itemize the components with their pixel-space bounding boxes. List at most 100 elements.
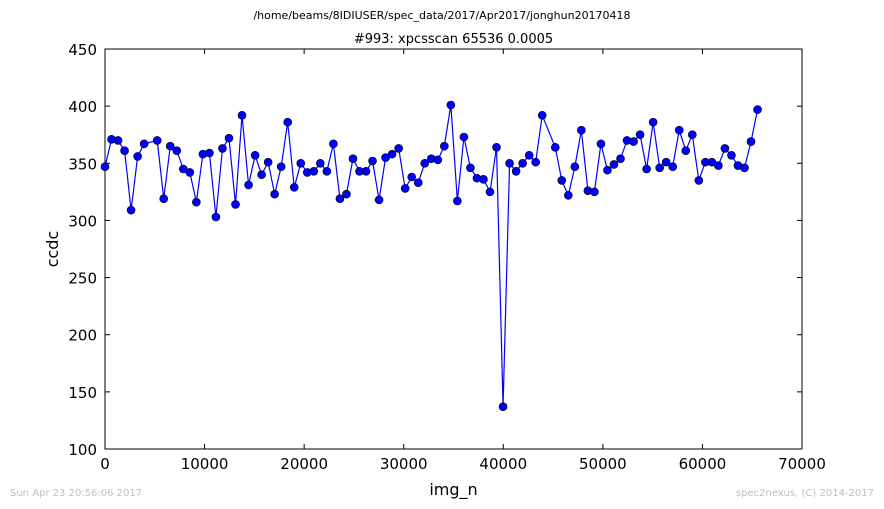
data-point — [348, 154, 358, 164]
data-point — [120, 146, 129, 156]
data-point — [329, 139, 338, 149]
data-point — [263, 157, 273, 167]
data-point — [289, 182, 299, 192]
data-point — [231, 200, 240, 209]
data-point — [316, 158, 325, 168]
data-point — [681, 146, 691, 156]
x-tick-label: 10000 — [181, 455, 229, 473]
data-point — [668, 162, 678, 172]
data-point — [322, 166, 332, 176]
y-tick-label: 100 — [68, 441, 97, 459]
data-point — [374, 195, 384, 205]
data-point — [205, 148, 214, 158]
data-point — [648, 117, 658, 127]
data-point — [635, 130, 645, 140]
data-point — [616, 154, 625, 164]
data-point — [720, 144, 730, 153]
data-point — [224, 133, 234, 143]
data-point — [557, 176, 567, 185]
data-point — [642, 164, 651, 174]
data-point — [152, 136, 162, 145]
data-point — [531, 157, 540, 167]
x-tick-label: 0 — [100, 455, 110, 473]
data-point — [661, 157, 671, 167]
data-point — [577, 125, 586, 135]
x-axis-label: img_n — [429, 480, 477, 500]
data-point — [518, 158, 527, 168]
data-point — [342, 189, 351, 199]
data-point — [511, 166, 521, 176]
data-point — [296, 158, 306, 168]
data-point — [361, 166, 371, 176]
x-tick-label: 40000 — [479, 455, 527, 473]
data-point — [172, 146, 182, 156]
data-point — [276, 162, 286, 172]
data-point — [244, 180, 253, 190]
data-point — [211, 212, 221, 222]
data-point — [309, 166, 319, 176]
data-point — [687, 130, 697, 140]
data-point — [714, 161, 723, 170]
data-point — [165, 141, 175, 151]
y-tick-label: 350 — [68, 155, 97, 173]
y-tick-label: 150 — [68, 384, 97, 402]
data-point — [505, 158, 514, 168]
x-tick-label: 50000 — [579, 455, 627, 473]
data-point — [603, 165, 612, 175]
data-point — [564, 190, 573, 200]
data-point — [537, 110, 547, 120]
data-point — [570, 162, 580, 172]
x-tick-label: 70000 — [778, 455, 826, 473]
y-tick-label: 400 — [68, 98, 97, 116]
data-point — [133, 152, 142, 161]
data-point — [270, 189, 279, 199]
data-point — [113, 136, 123, 145]
data-point — [492, 142, 501, 152]
data-point — [459, 132, 469, 142]
data-point — [740, 163, 749, 173]
chart-title: #993: xpcsscan 65536 0.0005 — [354, 32, 553, 47]
data-point — [550, 142, 560, 152]
y-tick-label: 300 — [68, 212, 97, 230]
data-point — [420, 158, 430, 168]
data-point — [126, 205, 136, 215]
data-point — [596, 139, 606, 149]
data-point — [335, 194, 345, 204]
y-axis-label: ccdc — [43, 231, 62, 268]
footer-timestamp: Sun Apr 23 20:56:06 2017 — [10, 488, 143, 499]
data-point — [590, 187, 599, 197]
data-point — [159, 194, 169, 204]
data-point — [629, 137, 638, 146]
data-point — [400, 184, 410, 193]
data-point — [609, 160, 619, 169]
data-point — [218, 144, 227, 153]
y-tick-label: 200 — [68, 327, 97, 345]
data-point — [440, 141, 449, 151]
data-point — [407, 172, 416, 182]
data-point — [394, 144, 403, 153]
figure-suptitle: /home/beams/8IDIUSER/spec_data/2017/Apr2… — [253, 9, 631, 22]
data-point — [139, 139, 149, 149]
y-tick-label: 450 — [68, 41, 97, 59]
data-point — [413, 178, 423, 188]
x-tick-label: 30000 — [380, 455, 428, 473]
data-point — [185, 168, 195, 177]
data-point — [192, 197, 201, 207]
data-point — [100, 162, 110, 172]
data-point — [237, 110, 247, 120]
data-point — [498, 402, 508, 412]
data-point — [257, 170, 266, 180]
data-point — [387, 149, 397, 159]
data-point — [746, 137, 756, 146]
data-point — [674, 125, 684, 135]
data-point — [524, 150, 534, 160]
data-point — [479, 174, 488, 184]
data-point — [446, 100, 456, 110]
data-point — [433, 155, 443, 165]
data-point — [283, 117, 293, 127]
data-point — [466, 163, 475, 173]
y-tick-label: 250 — [68, 270, 97, 288]
data-point — [694, 176, 704, 185]
